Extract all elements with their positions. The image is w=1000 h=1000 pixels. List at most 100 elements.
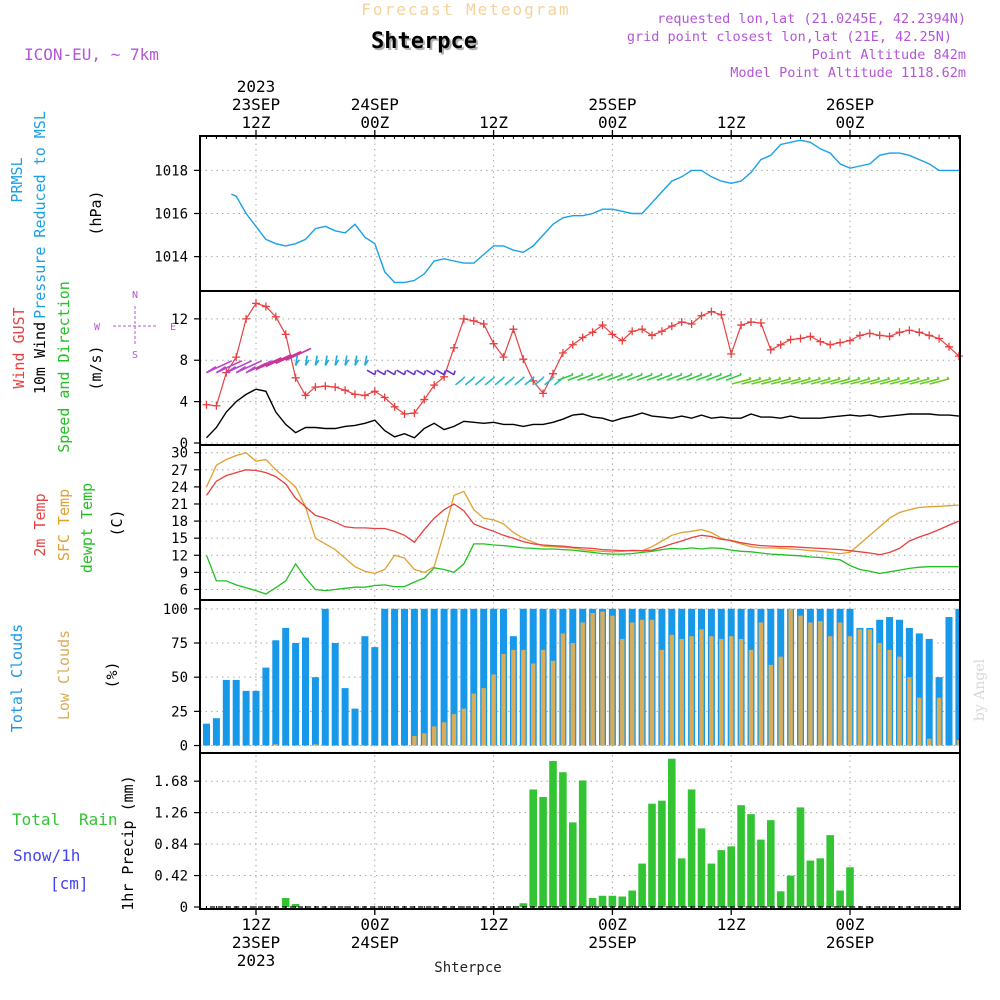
gust-marker xyxy=(489,339,498,348)
wind-barb xyxy=(314,359,320,366)
wind-barb xyxy=(426,369,435,376)
gust-marker xyxy=(242,314,251,323)
precip-snow-label: Snow/1h xyxy=(13,846,80,865)
low-clouds-bar xyxy=(600,611,605,746)
watermark: by Angel xyxy=(972,658,988,721)
low-clouds-bar xyxy=(689,636,694,746)
wind-barb xyxy=(433,370,437,375)
sfc-temp-line xyxy=(205,451,959,575)
gust-marker xyxy=(628,327,637,336)
gust-marker xyxy=(925,331,934,340)
low-clouds-bar xyxy=(639,619,645,746)
rain-bar xyxy=(281,898,290,907)
wind-barb xyxy=(680,372,683,376)
wind-barb xyxy=(473,376,476,379)
time-label-top: 26SEP xyxy=(826,95,874,114)
total-clouds-bar xyxy=(391,608,399,746)
total-clouds-bar xyxy=(252,690,260,746)
compass-east: E xyxy=(170,322,176,333)
gust-marker xyxy=(519,355,528,364)
wind-barb xyxy=(719,372,723,376)
wind-barb xyxy=(808,376,811,380)
rain-bar xyxy=(549,760,557,907)
low-clouds-bar xyxy=(917,697,922,746)
wind-barb xyxy=(393,370,397,375)
gust-axis-title: Wind GUST xyxy=(10,307,28,388)
low-clouds-bar xyxy=(491,674,496,746)
low-clouds-bar xyxy=(887,649,892,746)
time-label-bottom: 25SEP xyxy=(588,933,636,952)
wind-barb xyxy=(581,372,584,376)
low-clouds-bar xyxy=(451,714,457,746)
time-label-bottom: 12Z xyxy=(242,915,271,934)
low-clouds-bar xyxy=(481,688,486,746)
total-clouds-bar xyxy=(341,688,349,746)
gust-marker xyxy=(707,307,716,316)
low-clouds-bar xyxy=(570,643,575,746)
wind-barb xyxy=(502,376,506,379)
low-clouds-bar xyxy=(699,629,704,746)
wind-barb xyxy=(454,377,465,386)
low-clouds-bar xyxy=(511,649,516,746)
wind-barb xyxy=(616,373,633,381)
gust-marker xyxy=(232,353,241,362)
time-label-top: 25SEP xyxy=(588,95,636,114)
low-clouds-bar xyxy=(620,638,625,746)
y-tick-label: 12 xyxy=(171,312,188,328)
low-clouds-bar xyxy=(432,726,437,746)
gust-marker xyxy=(677,317,686,326)
gust-marker xyxy=(638,325,647,334)
wind-barb xyxy=(696,373,712,381)
y-tick-label: 50 xyxy=(171,670,188,686)
wind-barb xyxy=(514,377,524,386)
rain-bar xyxy=(529,789,537,907)
total-clouds-bar xyxy=(925,638,933,746)
gust-marker xyxy=(509,325,518,334)
gust-marker xyxy=(281,330,290,339)
rain-bar xyxy=(588,898,597,907)
gust-marker xyxy=(954,352,963,361)
wind-barb xyxy=(837,376,841,380)
rain-bar xyxy=(717,850,726,907)
low-clouds-bar xyxy=(828,636,833,746)
gust-marker xyxy=(311,383,320,392)
panel-frame-precip xyxy=(199,752,961,910)
wind-barb xyxy=(606,373,623,381)
wind-barb xyxy=(403,370,407,375)
requested-coords: requested lon,lat (21.0245E, 42.2394N) xyxy=(657,11,966,27)
wind-barb xyxy=(354,359,360,366)
gust-marker xyxy=(756,319,765,327)
clouds-units: (%) xyxy=(103,661,121,688)
total-clouds-axis-title: Total Clouds xyxy=(8,624,26,732)
rain-bar xyxy=(786,875,795,907)
y-tick-label: 0 xyxy=(180,900,188,916)
wind-barb xyxy=(929,378,950,385)
gust-marker xyxy=(390,402,399,411)
wind-barb xyxy=(660,372,663,376)
low-clouds-bar xyxy=(471,693,476,746)
wind-barb xyxy=(524,377,534,386)
gust-marker xyxy=(459,314,468,323)
low-clouds-bar xyxy=(580,622,585,746)
gust-marker xyxy=(301,391,310,400)
wind-barb xyxy=(386,369,396,376)
gust-marker xyxy=(430,381,439,390)
wind-barb xyxy=(897,376,901,380)
gust-marker xyxy=(360,391,369,400)
total-clouds-bar xyxy=(420,608,428,746)
wind-barb xyxy=(534,377,544,386)
gust-marker xyxy=(499,353,508,362)
total-clouds-bar xyxy=(381,608,389,746)
y-tick-label: 0 xyxy=(180,739,188,755)
wind-barb xyxy=(758,376,762,380)
rain-bar xyxy=(707,863,716,907)
wind-barb xyxy=(830,378,851,385)
wind-barb xyxy=(640,372,643,376)
wind-barb xyxy=(748,376,752,380)
gust-marker xyxy=(598,321,607,330)
gust-marker xyxy=(855,331,864,340)
low-clouds-bar xyxy=(560,633,566,746)
gust-marker xyxy=(687,320,696,329)
